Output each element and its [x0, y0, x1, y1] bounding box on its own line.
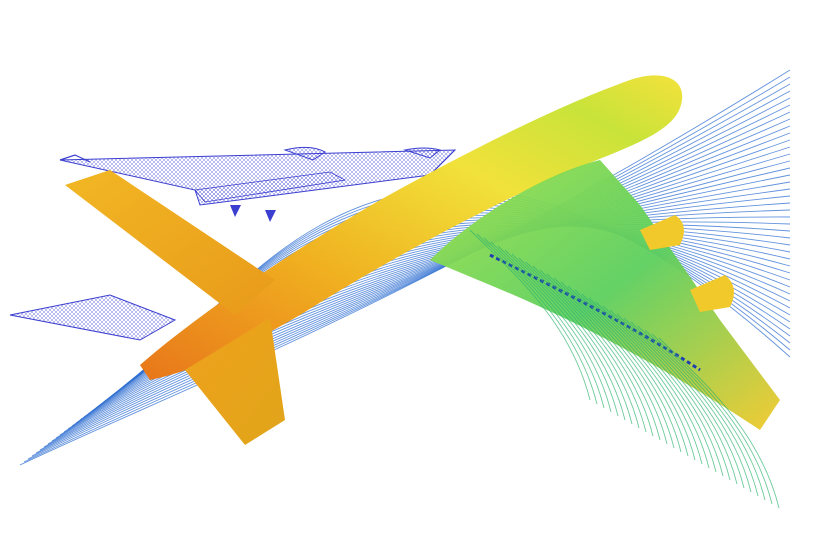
streamline: [31, 90, 791, 457]
far-wing-mesh: [59, 146, 457, 222]
far-stabilizer-mesh: [9, 294, 177, 341]
wing-streamline: [609, 309, 731, 481]
wing-streamline: [637, 325, 759, 497]
vertical-fin: [185, 318, 285, 445]
wing-streamline: [574, 289, 696, 461]
wing-streamlines: [469, 229, 780, 509]
wing-streamline: [532, 265, 654, 437]
near-stabilizer: [65, 170, 275, 315]
wing-streamline: [595, 301, 717, 473]
wing-streamline: [490, 241, 612, 413]
wing-streamline: [602, 305, 724, 477]
wing-streamline: [630, 321, 752, 493]
streamline: [43, 111, 791, 448]
wing-streamline: [553, 277, 675, 449]
streamline: [67, 153, 791, 430]
streamline: [63, 146, 791, 433]
wing-streamline: [567, 285, 689, 457]
streamline: [59, 139, 791, 436]
wing-streamline: [616, 313, 738, 485]
streamline: [55, 132, 791, 439]
streamline: [47, 118, 791, 445]
wing-streamline: [469, 229, 591, 401]
wing-streamline: [504, 249, 626, 421]
wing-streamline: [560, 281, 682, 453]
wing-streamline: [581, 293, 703, 465]
streamline: [51, 125, 791, 442]
streamline: [35, 97, 791, 454]
streamline: [39, 104, 791, 451]
streamline: [23, 76, 791, 463]
wing-streamline: [623, 317, 745, 489]
wing-streamline: [644, 329, 766, 501]
wing-streamline: [539, 269, 661, 441]
streamline: [19, 69, 791, 466]
streamline: [27, 83, 791, 460]
wing-streamline: [588, 297, 710, 469]
wing-streamline: [483, 237, 605, 409]
wing-streamline: [518, 257, 640, 429]
wing-streamline: [511, 253, 633, 425]
wing-streamline: [476, 233, 598, 405]
wing-streamline: [497, 245, 619, 417]
wing-streamline: [525, 261, 647, 433]
wing-streamline: [651, 333, 773, 505]
wing-streamline: [546, 273, 668, 445]
fuselage: [140, 75, 683, 381]
wing-streamline: [658, 337, 780, 509]
